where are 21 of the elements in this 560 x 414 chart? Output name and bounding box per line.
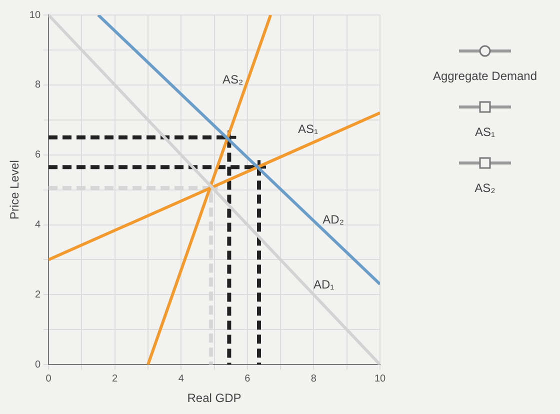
series-label: AD₁: [314, 277, 334, 292]
text: Aggregate Demand: [432, 69, 538, 83]
x-tick-label: 6: [244, 373, 251, 384]
y-tick-label: 8: [34, 80, 41, 91]
y-tick-label: 2: [34, 289, 41, 300]
y-tick-label: 4: [34, 220, 41, 231]
series-label: AD₂: [322, 212, 344, 227]
x-tick-label: 8: [310, 373, 317, 384]
y-axis-title: Price Level: [8, 160, 22, 220]
text: AS₁: [474, 125, 496, 139]
series-label: AS₁: [298, 122, 318, 136]
x-tick-label: 2: [112, 373, 118, 384]
text: AS₂: [474, 181, 496, 195]
x-tick-label: 4: [178, 373, 184, 384]
y-tick-label: 0: [34, 359, 41, 370]
series-label: AS₂: [222, 72, 244, 87]
x-tick-label: 0: [46, 373, 52, 384]
y-tick-label: 6: [34, 150, 41, 161]
x-tick-label: 10: [374, 373, 386, 384]
x-axis-title: Real GDP: [187, 391, 242, 406]
y-tick-label: 10: [29, 10, 41, 21]
